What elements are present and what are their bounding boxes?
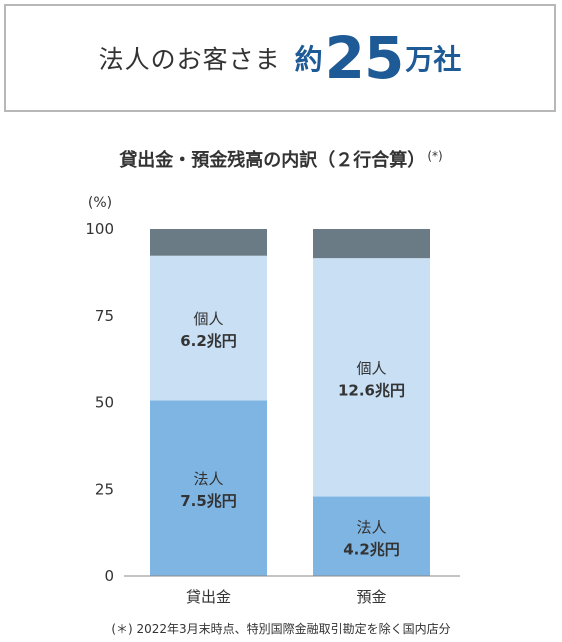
segment-value-label: 7.5兆円: [180, 492, 237, 510]
x-category-label: 貸出金: [186, 588, 231, 606]
y-tick-label: 0: [104, 567, 114, 585]
headline-box: 法人のお客さま 約 25 万社: [4, 4, 556, 112]
segment-series-label: 法人: [356, 518, 386, 536]
chart-title: 貸出金・預金残高の内訳（２行合算）: [119, 150, 426, 171]
bar-segment: [313, 258, 430, 497]
y-tick-label: 75: [95, 307, 114, 325]
bar-segment: [150, 229, 267, 256]
footnote: (＊) 2022年3月末時点、特別国際金融取引勘定を除く国内店分: [111, 622, 451, 636]
bar-segment: [150, 400, 267, 576]
y-tick-label: 100: [85, 220, 114, 238]
bar-segment: [313, 496, 430, 576]
x-category-label: 預金: [356, 588, 386, 606]
segment-series-label: 法人: [193, 470, 223, 488]
y-tick-label: 50: [95, 394, 114, 412]
headline-number: 25: [324, 24, 405, 92]
segment-value-label: 12.6兆円: [338, 381, 405, 399]
headline-text: 法人のお客さま: [98, 45, 281, 74]
segment-value-label: 6.2兆円: [180, 332, 237, 350]
chart-title-mark: (*): [427, 148, 443, 163]
segment-value-label: 4.2兆円: [343, 540, 400, 558]
bar-segment: [150, 255, 267, 401]
y-tick-label: 25: [95, 480, 114, 498]
segment-series-label: 個人: [356, 359, 386, 377]
bar-segment: [313, 229, 430, 259]
y-axis-unit: (%): [88, 195, 112, 211]
chart-title-row: 貸出金・預金残高の内訳（２行合算） (*): [0, 146, 562, 172]
segment-series-label: 個人: [193, 310, 223, 328]
headline-prefix: 約: [294, 43, 323, 76]
headline-suffix: 万社: [405, 43, 462, 76]
